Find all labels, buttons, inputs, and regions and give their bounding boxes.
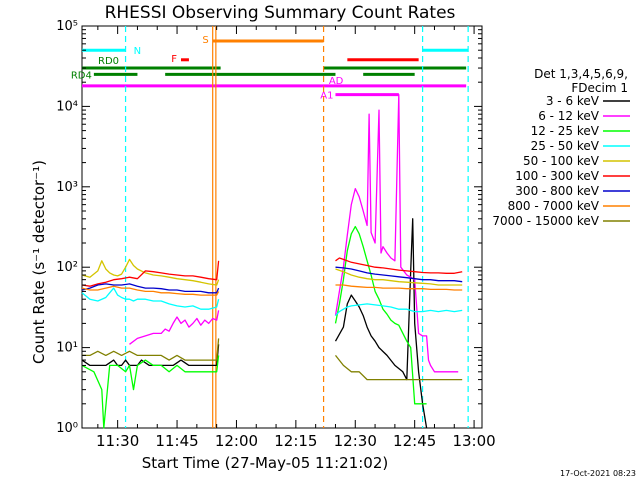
series-line-3 — [81, 287, 463, 317]
x-tick-label: 11:45 — [155, 432, 198, 450]
legend-label: 50 - 100 keV — [523, 154, 600, 168]
y-tick-label: 10⁰ — [56, 421, 78, 436]
legend-label: 6 - 12 keV — [538, 109, 600, 123]
series-line-1 — [129, 94, 459, 373]
x-tick-label: 11:30 — [96, 432, 139, 450]
y-tick-label: 10⁵ — [56, 19, 78, 34]
flag-label-f: F — [171, 54, 177, 65]
plot-area — [81, 25, 483, 429]
flag-label-ad: AD — [329, 76, 344, 87]
series-line-7 — [81, 284, 463, 296]
x-tick-label: 12:30 — [334, 432, 377, 450]
flag-label-s: S — [202, 35, 208, 46]
x-tick-label: 12:15 — [274, 432, 317, 450]
x-tick-label: 13:00 — [452, 432, 495, 450]
x-tick-label: 12:00 — [215, 432, 258, 450]
legend-label: 100 - 300 keV — [515, 169, 599, 183]
y-tick-label: 10⁴ — [56, 99, 78, 114]
legend-label: 12 - 25 keV — [531, 124, 600, 138]
legend-header: FDecim 1 — [571, 81, 628, 95]
timestamp: 17-Oct-2021 08:23 — [560, 469, 636, 478]
flag-label-rd4: RD4 — [71, 70, 92, 81]
legend-label: 7000 - 15000 keV — [492, 214, 599, 228]
flag-bars: N RD0 RD4 F S AD A1 — [71, 35, 469, 102]
legend-label: 3 - 6 keV — [546, 94, 600, 108]
series-line-0 — [81, 218, 428, 429]
x-tick-label: 12:45 — [393, 432, 436, 450]
y-tick-label: 10³ — [56, 180, 78, 195]
flag-label-n: N — [134, 46, 141, 57]
legend-header: Det 1,3,4,5,6,9, — [534, 67, 628, 81]
series-line-6 — [81, 266, 463, 294]
y-tick-label: 10² — [56, 260, 78, 275]
y-tick-label: 10¹ — [56, 341, 78, 356]
flag-label-a1: A1 — [320, 91, 333, 102]
series-line-8 — [82, 338, 463, 381]
y-axis-label: Count Rate (s⁻¹ detector⁻¹) — [30, 160, 48, 364]
legend-label: 300 - 800 keV — [515, 184, 599, 198]
axes: 11:30 11:45 12:00 12:15 12:30 12:45 13:00 10⁰ 10… — [56, 19, 495, 450]
series-line-4 — [81, 258, 463, 286]
series-line-5 — [81, 257, 463, 287]
legend-label: 800 - 7000 keV — [508, 199, 600, 213]
series-line-2 — [81, 225, 427, 429]
chart-title: RHESSI Observing Summary Count Rates — [105, 3, 456, 23]
x-axis-label: Start Time (27-May-05 11:21:02) — [142, 454, 388, 472]
plot-frame — [81, 25, 483, 429]
legend-label: 25 - 50 keV — [531, 139, 600, 153]
series-lines — [81, 94, 463, 429]
flag-label-rd0: RD0 — [98, 56, 119, 67]
